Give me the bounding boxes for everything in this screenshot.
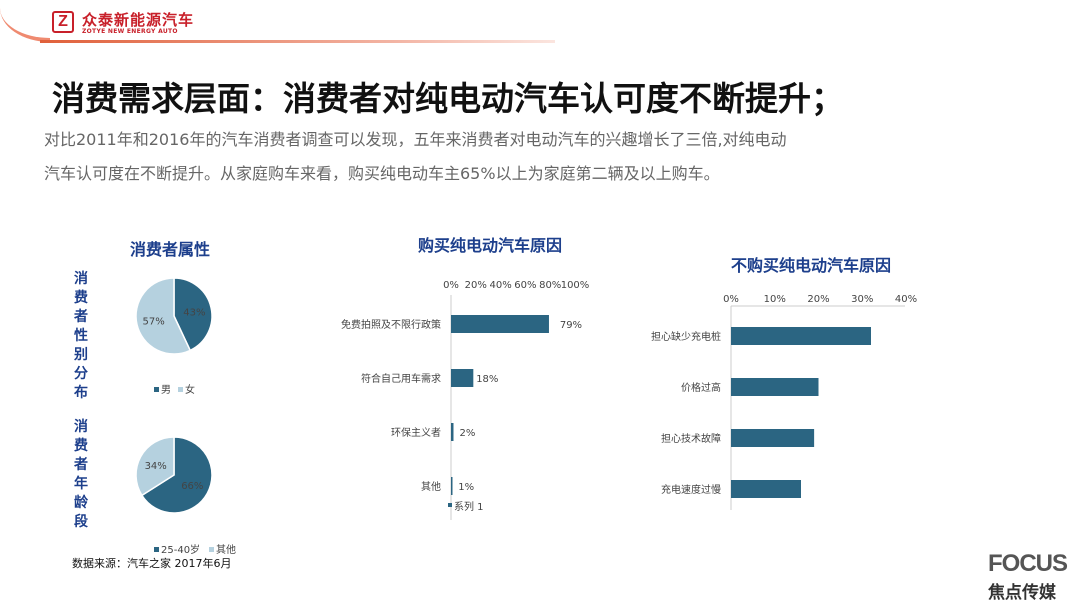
axis-tick-label: 0% (723, 294, 739, 305)
gender-label: 消费者性别分布 (74, 271, 88, 401)
legend-label: 男 (161, 384, 171, 396)
focus-logo: FOCUS (988, 550, 1068, 578)
pie-slice (140, 436, 213, 514)
left-chart-title: 消费者属性 (130, 240, 211, 259)
legend-label: 25-40岁 (161, 543, 200, 556)
bar-chart-title: 不购买纯电动汽车原因 (731, 256, 891, 275)
bar (731, 327, 871, 345)
pie-value-label: 34% (145, 461, 167, 472)
description-line: 对比2011年和2016年的汽车消费者调查可以发现，五年来消费者对电动汽车的兴趣… (44, 130, 787, 149)
axis-tick-label: 30% (851, 294, 873, 305)
bar-value-label: 79% (560, 320, 582, 331)
brand-name-en: ZOTYE NEW ENERGY AUTO (82, 28, 178, 35)
axis-tick-label: 80% (539, 280, 561, 291)
bar-chart-title: 购买纯电动汽车原因 (418, 236, 562, 255)
age-label-bottom: 年龄段 (74, 476, 88, 530)
axis-tick-label: 10% (764, 294, 786, 305)
legend-swatch (448, 503, 452, 507)
bar-value-label: 2% (460, 428, 476, 439)
pie-slice (135, 277, 192, 355)
axis-tick-label: 20% (807, 294, 829, 305)
legend-label: 其他 (216, 543, 236, 556)
header-line (40, 40, 555, 43)
axis-tick-label: 60% (514, 280, 536, 291)
bar-value-label: 1% (458, 482, 474, 493)
brand-logo: Z (52, 11, 74, 33)
category-label: 担心技术故障 (661, 432, 721, 445)
pie-value-label: 57% (142, 317, 164, 328)
axis-tick-label: 20% (465, 280, 487, 291)
pie-slice (135, 436, 175, 497)
data-source: 数据来源：汽车之家 2017年6月 (72, 557, 232, 570)
bar (731, 480, 801, 498)
axis-tick-label: 0% (443, 280, 459, 291)
category-label: 环保主义者 (391, 426, 441, 439)
legend-label: 女 (185, 383, 195, 396)
axis-tick-label: 40% (489, 280, 511, 291)
pie-value-label: 66% (181, 481, 203, 492)
legend-label: 系列 1 (454, 500, 484, 513)
bar-value-label: 18% (476, 374, 498, 385)
focus-logo-text: FOCUS (988, 550, 1068, 577)
bar (731, 378, 819, 396)
bar (451, 423, 454, 441)
axis-tick-label: 100% (561, 280, 590, 291)
focus-logo-cn: 焦点传媒 (988, 583, 1056, 603)
category-label: 担心缺少充电桩 (651, 330, 721, 343)
bar (731, 429, 815, 447)
description-line: 汽车认可度在不断提升。从家庭购车来看，购买纯电动车主65%以上为家庭第二辆及以上… (44, 164, 720, 183)
legend-swatch (154, 547, 159, 552)
category-label: 符合自己用车需求 (361, 372, 441, 385)
category-label: 价格过高 (681, 381, 721, 394)
legend-swatch (154, 387, 159, 392)
bar (451, 315, 549, 333)
pie-value-label: 43% (183, 307, 205, 318)
category-label: 充电速度过慢 (661, 483, 721, 496)
brand-name: 众泰新能源汽车 (82, 11, 195, 29)
legend-swatch (178, 387, 183, 392)
bar (451, 369, 474, 387)
age-label-top: 消费者 (74, 419, 88, 473)
bar (451, 477, 453, 495)
pie-slice (173, 277, 213, 352)
category-label: 免费拍照及不限行政策 (341, 318, 441, 331)
category-label: 其他 (421, 480, 441, 493)
axis-tick-label: 40% (895, 294, 917, 305)
page-title: 消费需求层面：消费者对纯电动汽车认可度不断提升； (52, 79, 844, 118)
legend-swatch (209, 547, 214, 552)
